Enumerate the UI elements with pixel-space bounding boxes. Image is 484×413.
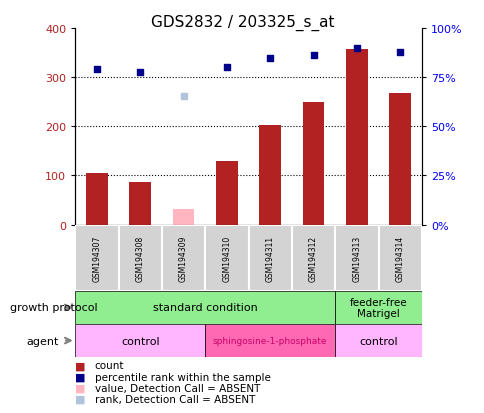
FancyBboxPatch shape [162, 225, 205, 291]
Bar [129, 183, 151, 225]
FancyBboxPatch shape [75, 225, 118, 291]
Text: GSM194309: GSM194309 [179, 235, 188, 281]
FancyBboxPatch shape [334, 324, 421, 357]
Text: sphingosine-1-phosphate: sphingosine-1-phosphate [212, 336, 327, 345]
Text: value, Detection Call = ABSENT: value, Detection Call = ABSENT [94, 383, 259, 393]
Text: GSM194312: GSM194312 [308, 235, 318, 281]
FancyBboxPatch shape [205, 225, 248, 291]
FancyBboxPatch shape [75, 291, 334, 324]
Text: ■: ■ [75, 394, 86, 404]
FancyBboxPatch shape [334, 291, 421, 324]
Point [266, 56, 273, 63]
Text: ■: ■ [75, 361, 86, 370]
FancyBboxPatch shape [75, 324, 205, 357]
Text: ■: ■ [75, 383, 86, 393]
Bar [172, 209, 194, 225]
Point [136, 70, 144, 76]
Text: GSM194310: GSM194310 [222, 235, 231, 281]
Bar [215, 161, 237, 225]
Text: growth protocol: growth protocol [10, 303, 97, 313]
Text: GSM194314: GSM194314 [395, 235, 404, 281]
Point [93, 67, 101, 74]
Text: count: count [94, 361, 124, 370]
FancyBboxPatch shape [248, 225, 291, 291]
Text: GSM194313: GSM194313 [352, 235, 361, 281]
Text: GSM194308: GSM194308 [136, 235, 144, 281]
Text: standard condition: standard condition [152, 303, 257, 313]
Point [309, 52, 317, 59]
Bar [389, 94, 410, 225]
Bar [259, 126, 281, 225]
FancyBboxPatch shape [291, 225, 334, 291]
Text: ■: ■ [75, 372, 86, 382]
Text: control: control [359, 336, 397, 346]
Text: GDS2832 / 203325_s_at: GDS2832 / 203325_s_at [151, 14, 333, 31]
Text: GSM194311: GSM194311 [265, 235, 274, 281]
Point [179, 93, 187, 100]
Bar [302, 102, 324, 225]
FancyBboxPatch shape [205, 324, 334, 357]
Text: feeder-free
Matrigel: feeder-free Matrigel [349, 297, 407, 318]
Point [352, 45, 360, 52]
Text: GSM194307: GSM194307 [92, 235, 101, 281]
Point [395, 49, 403, 56]
Point [223, 65, 230, 71]
FancyBboxPatch shape [378, 225, 421, 291]
Text: rank, Detection Call = ABSENT: rank, Detection Call = ABSENT [94, 394, 255, 404]
Text: percentile rank within the sample: percentile rank within the sample [94, 372, 270, 382]
Text: control: control [121, 336, 159, 346]
FancyBboxPatch shape [334, 225, 378, 291]
FancyBboxPatch shape [118, 225, 162, 291]
Bar [86, 173, 107, 225]
Text: agent: agent [27, 336, 59, 346]
Bar [346, 50, 367, 225]
